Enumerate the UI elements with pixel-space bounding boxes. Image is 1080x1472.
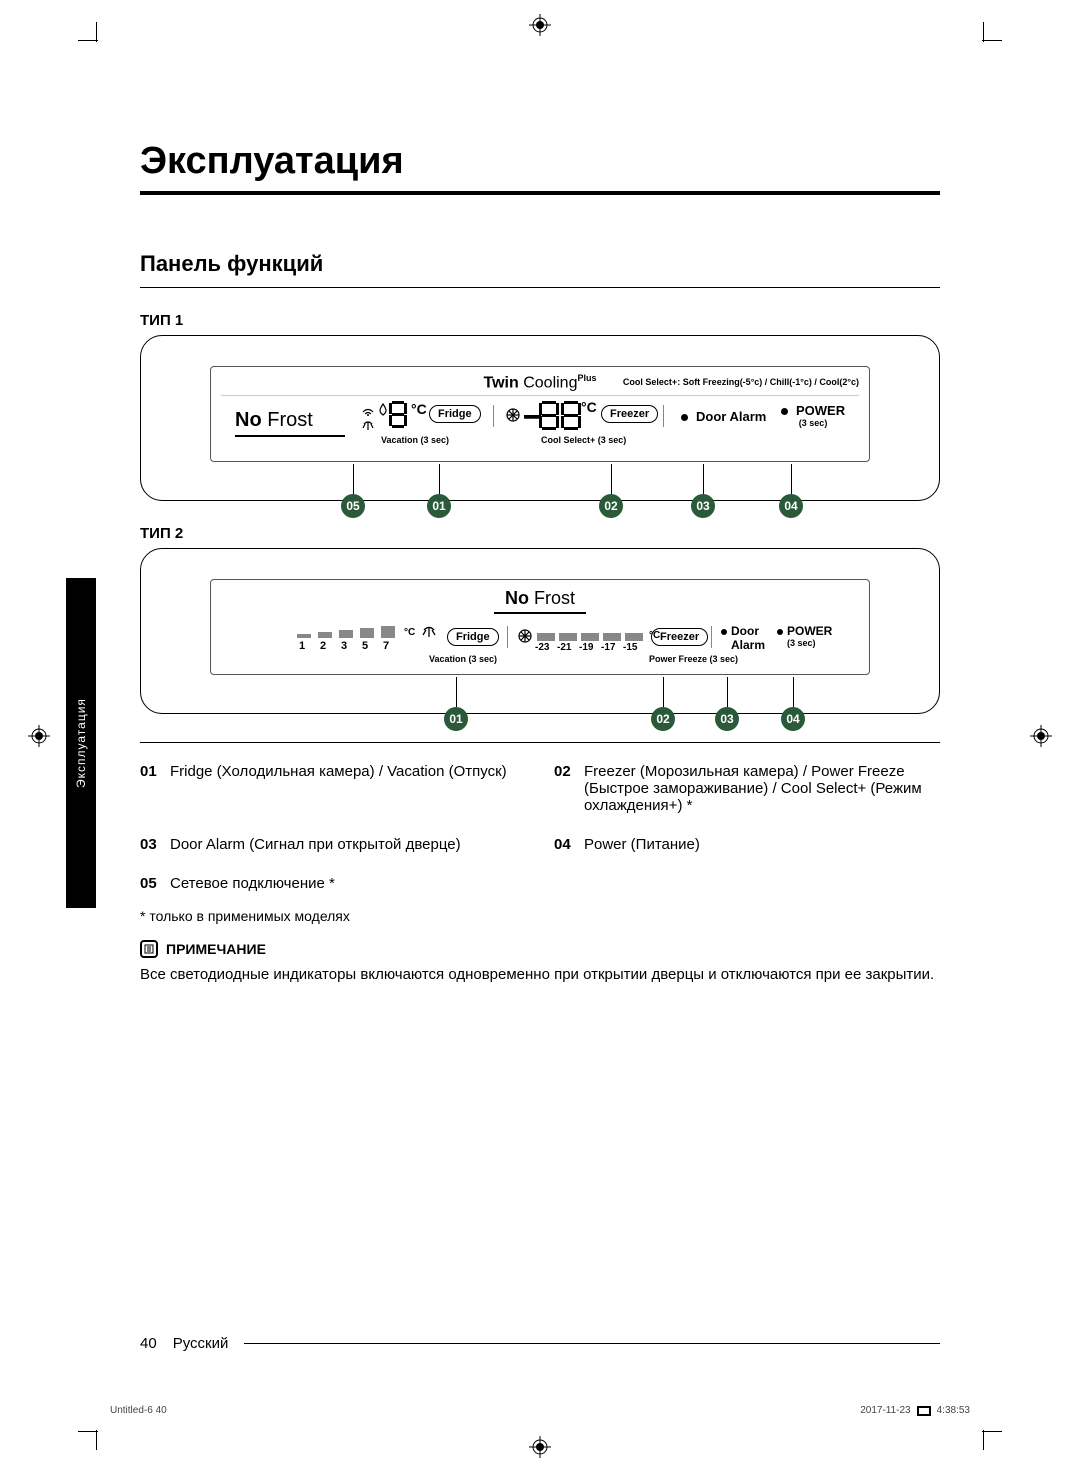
- page-number: 40: [140, 1335, 157, 1352]
- snowflake-icon: [517, 628, 533, 649]
- type1-label: ТИП 1: [140, 312, 940, 329]
- callout-03: 03: [691, 464, 715, 518]
- power-button[interactable]: POWER(3 sec): [781, 403, 845, 428]
- vacation-hold-label: Vacation (3 sec): [381, 435, 449, 445]
- document-page: Эксплуатация Эксплуатация Панель функций…: [0, 0, 1080, 1472]
- callout-02: 02: [651, 677, 675, 731]
- indicator-dot: [777, 629, 783, 635]
- panel-type2-inner: No Frost °C 1 2 3 5 7 Fridge Vacation (3…: [210, 579, 870, 675]
- vacation-hold-label: Vacation (3 sec): [429, 654, 497, 664]
- legend-item-03: 03Door Alarm (Сигнал при открытой дверце…: [140, 836, 526, 853]
- callout-03: 03: [715, 677, 739, 731]
- legend-item-02: 02Freezer (Морозильная камера) / Power F…: [554, 763, 940, 814]
- legend-grid: 01Fridge (Холодильная камера) / Vacation…: [140, 763, 940, 892]
- no-frost-underline: [494, 612, 586, 614]
- cool-select-hold-label: Cool Select+ (3 sec): [541, 435, 626, 445]
- power-freeze-hold-label: Power Freeze (3 sec): [649, 654, 738, 664]
- note-heading: ПРИМЕЧАНИЕ: [140, 940, 940, 958]
- callout-05: 05: [341, 464, 365, 518]
- cool-select-note: Cool Select+: Soft Freezing(-5°c) / Chil…: [623, 377, 859, 387]
- footer-rule: [244, 1343, 940, 1344]
- legend-item-05: 05Сетевое подключение *: [140, 875, 940, 892]
- legend-item-04: 04Power (Питание): [554, 836, 940, 853]
- callout-01: 01: [427, 464, 451, 518]
- page-footer: 40 Русский: [140, 1335, 940, 1352]
- indicator-dot: [681, 414, 688, 421]
- fridge-temp-unit: °C: [411, 401, 427, 417]
- vacation-icon: [361, 419, 375, 431]
- fridge-temp-display: [389, 401, 409, 436]
- no-frost-logo: No Frost: [505, 588, 575, 609]
- callout-02: 02: [599, 464, 623, 518]
- page-title: Эксплуатация: [140, 140, 940, 183]
- crop-mark: [974, 1422, 1002, 1450]
- section-subtitle: Панель функций: [140, 251, 940, 277]
- divider: [507, 626, 508, 648]
- crop-mark: [974, 22, 1002, 50]
- fridge-temp-scale: °C 1 2 3 5 7: [297, 626, 415, 638]
- indicator-dot: [781, 408, 788, 415]
- power-button[interactable]: POWER(3 sec): [777, 624, 832, 648]
- panel-type1: Twin CoolingPlus Cool Select+: Soft Free…: [140, 335, 940, 501]
- legend-item-01: 01Fridge (Холодильная камера) / Vacation…: [140, 763, 526, 814]
- indicator-dot: [721, 629, 727, 635]
- print-meta-right: 2017-11-23 4:38:53: [860, 1405, 970, 1416]
- divider: [221, 395, 859, 396]
- vacation-icon: [421, 624, 437, 643]
- crop-mark: [78, 1422, 106, 1450]
- divider: [663, 405, 664, 427]
- wifi-icon: [361, 403, 375, 417]
- callout-01: 01: [444, 677, 468, 731]
- registration-mark-left: [28, 725, 50, 747]
- drop-icon: [377, 403, 389, 417]
- callout-04: 04: [779, 464, 803, 518]
- freezer-button[interactable]: Freezer: [601, 405, 658, 423]
- content-area: Эксплуатация Панель функций ТИП 1 Twin C…: [140, 140, 940, 1332]
- freezer-button[interactable]: Freezer: [651, 628, 708, 646]
- note-icon: [140, 940, 158, 958]
- asterisk-footnote: * только в применимых моделях: [140, 908, 940, 924]
- registration-mark-top: [529, 14, 551, 36]
- page-language: Русский: [173, 1335, 229, 1352]
- type2-label: ТИП 2: [140, 525, 940, 542]
- freezer-temp-unit: °C: [581, 399, 597, 415]
- snowflake-icon: [505, 407, 521, 428]
- side-tab: Эксплуатация: [66, 578, 96, 908]
- freezer-temp-scale: °C -23 -21 -19 -17 -15: [537, 630, 660, 641]
- title-rule: [140, 191, 940, 195]
- registration-mark-bottom: [529, 1436, 551, 1458]
- divider: [711, 626, 712, 648]
- note-body: Все светодиодные индикаторы включаются о…: [140, 964, 940, 985]
- no-frost-logo: No Frost: [235, 409, 313, 432]
- door-alarm-button[interactable]: Door Alarm: [681, 409, 766, 424]
- panel-type2: No Frost °C 1 2 3 5 7 Fridge Vacation (3…: [140, 548, 940, 714]
- status-icons: [361, 403, 389, 417]
- status-icons-2: [361, 419, 375, 431]
- no-frost-underline: [235, 435, 345, 437]
- divider: [493, 405, 494, 427]
- registration-mark-right: [1030, 725, 1052, 747]
- print-flag-icon: [917, 1406, 931, 1416]
- subtitle-rule: [140, 287, 940, 288]
- separator-rule: [140, 742, 940, 743]
- fridge-button[interactable]: Fridge: [429, 405, 481, 423]
- freezer-temp-display: −: [523, 397, 583, 435]
- panel-type1-inner: Twin CoolingPlus Cool Select+: Soft Free…: [210, 366, 870, 462]
- door-alarm-button[interactable]: DoorAlarm: [721, 624, 765, 652]
- callout-04: 04: [781, 677, 805, 731]
- fridge-button[interactable]: Fridge: [447, 628, 499, 646]
- print-meta-left: Untitled-6 40: [110, 1405, 167, 1416]
- twin-cooling-label: Twin CoolingPlus: [484, 373, 597, 392]
- crop-mark: [78, 22, 106, 50]
